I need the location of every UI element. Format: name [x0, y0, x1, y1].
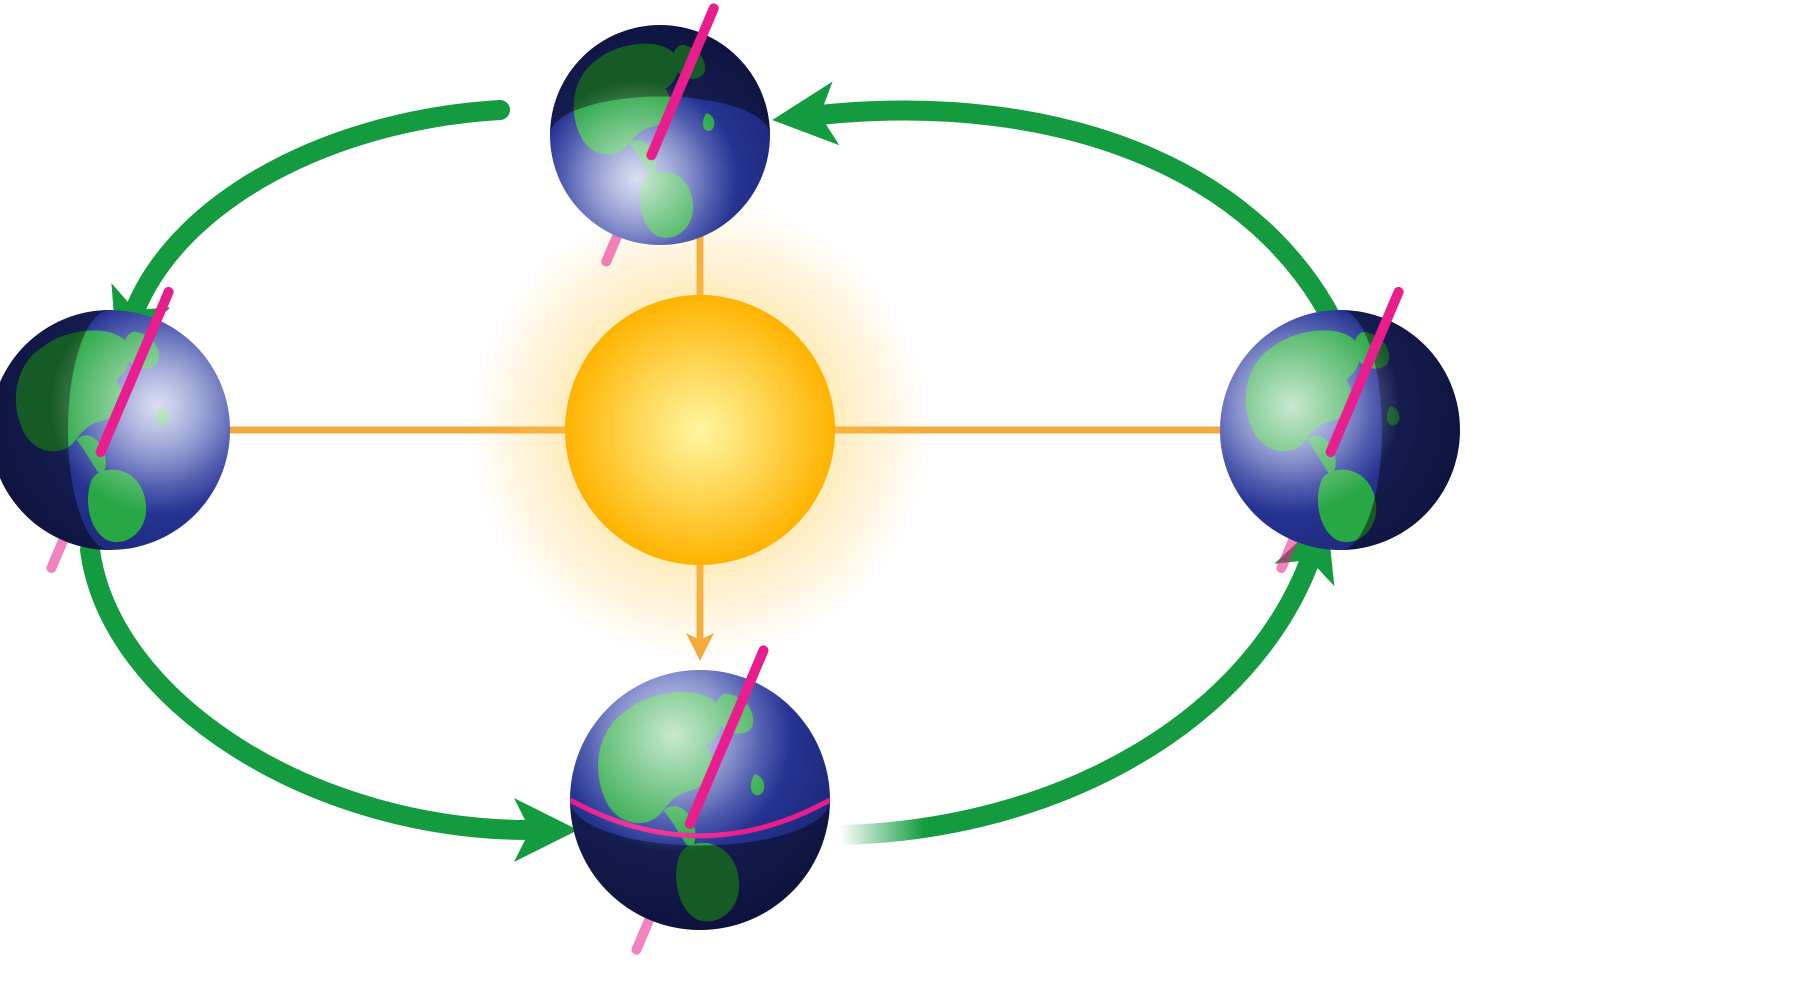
- earth-left: [0, 292, 230, 568]
- orbit-arc-bottom-to-right: [840, 560, 1310, 835]
- orbit-arc-left-to-bottom: [90, 550, 530, 830]
- earth-right: [1220, 292, 1460, 568]
- orbit-diagram: [0, 0, 1793, 1000]
- earth-bottom: [570, 650, 830, 949]
- orbit-arc-top-to-left: [135, 110, 500, 310]
- sun-core: [565, 295, 835, 565]
